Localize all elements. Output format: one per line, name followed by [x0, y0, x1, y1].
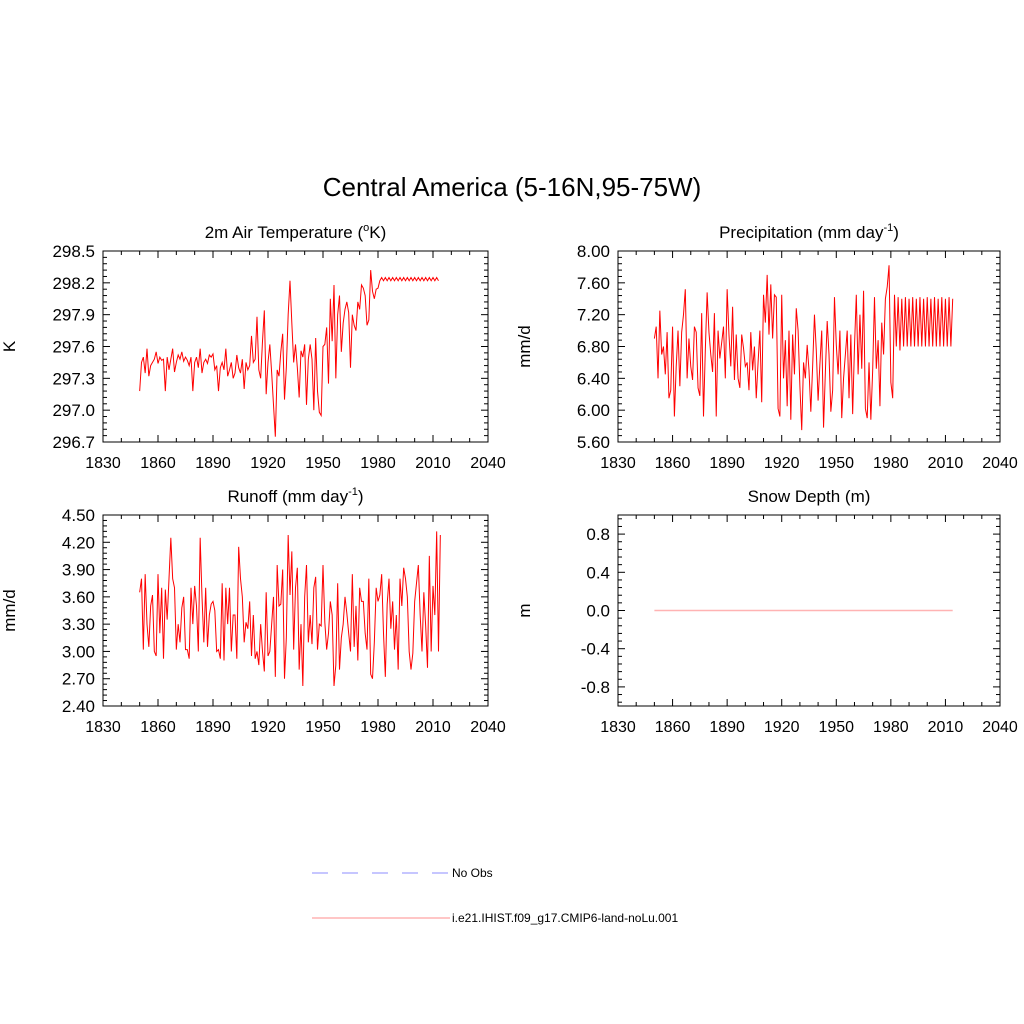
y-tick-label: 7.20 — [577, 306, 610, 325]
y-tick-label: 5.60 — [577, 433, 610, 452]
figure-title: Central America (5-16N,95-75W) — [323, 172, 702, 202]
x-tick-label: 1890 — [709, 455, 745, 472]
series-line — [139, 270, 439, 437]
y-tick-label: 6.40 — [577, 369, 610, 388]
y-tick-label: 298.2 — [52, 274, 95, 293]
x-tick-label: 1890 — [195, 719, 231, 736]
y-tick-label: 3.00 — [62, 642, 95, 661]
x-tick-label: 1860 — [140, 719, 176, 736]
y-tick-label: 0.4 — [586, 563, 610, 582]
x-tick-label: 1980 — [360, 455, 396, 472]
panel-title: 2m Air Temperature (oK) — [205, 222, 387, 242]
x-tick-label: 1860 — [140, 455, 176, 472]
y-tick-label: 2.70 — [62, 670, 95, 689]
y-tick-label: 296.7 — [52, 433, 95, 452]
legend-no-obs-label: No Obs — [452, 866, 493, 880]
x-tick-label: 1830 — [600, 719, 636, 736]
y-tick-label: 3.90 — [62, 561, 95, 580]
x-tick-label: 1890 — [709, 719, 745, 736]
y-tick-label: 6.80 — [577, 338, 610, 357]
y-axis-label: mm/d — [515, 325, 534, 368]
panel-3: Snow Depth (m) m 1830 1860 1890 1920 1950 1980 2… — [515, 487, 1018, 736]
y-tick-label: 297.0 — [52, 401, 95, 420]
x-tick-label: 1920 — [250, 455, 286, 472]
x-tick-label: 2010 — [415, 719, 451, 736]
panel-2: Runoff (mm day-1) mm/d 1830 1860 1890 1920 195… — [0, 486, 506, 736]
x-tick-label: 1830 — [600, 455, 636, 472]
y-tick-label: 297.9 — [52, 306, 95, 325]
y-tick-label: 298.5 — [52, 242, 95, 261]
x-tick-label: 1950 — [305, 719, 341, 736]
y-tick-label: 4.20 — [62, 533, 95, 552]
x-tick-label: 1830 — [85, 719, 121, 736]
y-axis-label: mm/d — [0, 589, 19, 632]
x-tick-label: 2010 — [928, 455, 964, 472]
x-tick-label: 1950 — [818, 719, 854, 736]
legend-model-label: i.e21.IHIST.f09_g17.CMIP6-land-noLu.001 — [452, 911, 678, 925]
x-tick-label: 2040 — [982, 719, 1018, 736]
y-tick-label: 297.6 — [52, 338, 95, 357]
panel-0: 2m Air Temperature (oK) K 1830 1860 1890 1920… — [0, 222, 506, 472]
x-tick-label: 2040 — [470, 455, 506, 472]
x-tick-label: 1920 — [764, 455, 800, 472]
y-tick-label: -0.4 — [581, 640, 610, 659]
series-line — [139, 531, 441, 687]
x-tick-label: 1860 — [655, 455, 691, 472]
y-axis-label: m — [515, 603, 534, 617]
panel-title: Snow Depth (m) — [748, 487, 871, 506]
panel-title: Precipitation (mm day-1) — [719, 222, 899, 242]
x-tick-label: 1830 — [85, 455, 121, 472]
y-tick-label: 3.60 — [62, 588, 95, 607]
x-tick-label: 2040 — [982, 455, 1018, 472]
y-tick-label: 0.8 — [586, 525, 610, 544]
x-tick-label: 2040 — [470, 719, 506, 736]
plot-frame — [102, 514, 489, 707]
x-tick-label: 1860 — [655, 719, 691, 736]
series-line — [653, 265, 954, 431]
panel-title: Runoff (mm day-1) — [227, 486, 363, 506]
x-tick-label: 1890 — [195, 455, 231, 472]
panels: 2m Air Temperature (oK) K 1830 1860 1890 1920… — [0, 222, 1018, 736]
y-tick-label: 7.60 — [577, 274, 610, 293]
y-axis-label: K — [0, 340, 19, 352]
x-tick-label: 1950 — [305, 455, 341, 472]
x-tick-label: 1980 — [873, 719, 909, 736]
x-tick-label: 1980 — [873, 455, 909, 472]
y-tick-label: -0.8 — [581, 678, 610, 697]
y-tick-label: 0.0 — [586, 602, 610, 621]
y-tick-label: 8.00 — [577, 242, 610, 261]
x-tick-label: 2010 — [415, 455, 451, 472]
y-tick-label: 6.00 — [577, 401, 610, 420]
legend: No Obs i.e21.IHIST.f09_g17.CMIP6-land-no… — [312, 866, 678, 925]
x-tick-label: 1950 — [818, 455, 854, 472]
x-tick-label: 1920 — [250, 719, 286, 736]
y-tick-label: 297.3 — [52, 369, 95, 388]
panel-1: Precipitation (mm day-1) mm/d 1830 1860 1890… — [515, 222, 1018, 472]
y-tick-label: 3.30 — [62, 615, 95, 634]
x-tick-label: 1920 — [764, 719, 800, 736]
y-tick-label: 2.40 — [62, 697, 95, 716]
x-tick-label: 1980 — [360, 719, 396, 736]
y-tick-label: 4.50 — [62, 506, 95, 525]
plot-frame — [617, 250, 1001, 443]
x-tick-label: 2010 — [928, 719, 964, 736]
